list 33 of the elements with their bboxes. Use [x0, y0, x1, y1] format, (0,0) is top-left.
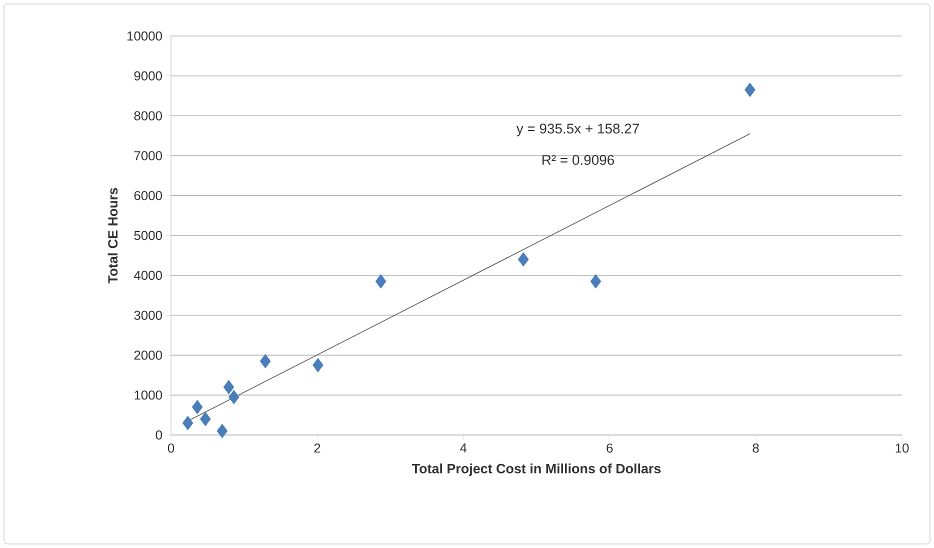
- point: [590, 274, 602, 289]
- point: [312, 358, 324, 372]
- y-tick-label: 4000: [134, 270, 162, 280]
- point: [744, 82, 756, 98]
- x-tick-label: 10: [896, 444, 909, 453]
- y-axis-title: Total CE Hours: [108, 188, 118, 284]
- y-tick-label: 10000: [127, 31, 162, 41]
- annotation: y = 935.5x + 158.27: [516, 124, 639, 136]
- annotation: R² = 0.9096: [542, 155, 614, 165]
- point: [518, 252, 529, 267]
- point: [192, 400, 203, 414]
- x-tick-label: 6: [606, 444, 613, 453]
- x-tick-label: 2: [314, 444, 320, 453]
- point: [182, 416, 194, 430]
- y-tick-label: 6000: [134, 190, 162, 200]
- point: [216, 424, 228, 438]
- x-axis-title: Total Project Cost in Millions of Dollars: [412, 464, 661, 476]
- y-tick-label: 8000: [134, 111, 162, 120]
- y-tick-label: 5000: [134, 230, 162, 240]
- point: [375, 274, 386, 289]
- x-tick-label: 8: [752, 444, 759, 453]
- y-tick-label: 9000: [134, 71, 162, 80]
- y-tick-label: 1000: [134, 390, 162, 400]
- point: [200, 412, 211, 426]
- x-tick-label: 0: [168, 444, 174, 453]
- y-tick-label: 3000: [134, 310, 162, 320]
- point: [260, 354, 271, 368]
- y-tick-label: 2000: [134, 350, 162, 360]
- y-tick-label: 7000: [134, 151, 162, 160]
- point: [228, 390, 240, 404]
- point: [223, 380, 234, 394]
- x-tick-label: 4: [460, 444, 467, 452]
- y-tick-label: 0: [156, 430, 162, 440]
